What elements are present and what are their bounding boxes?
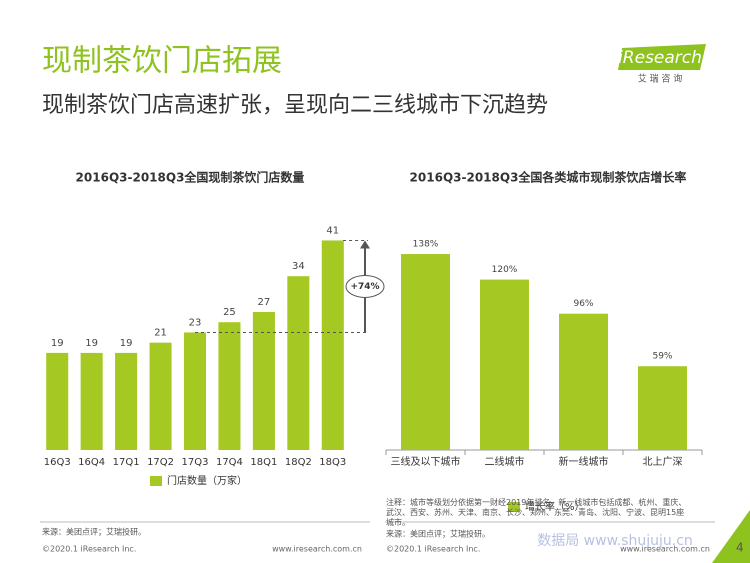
page-number: 4 [736, 541, 744, 555]
legend-swatch [150, 476, 162, 486]
value-label: 59% [652, 352, 672, 362]
x-tick-label: 北上广深 [643, 456, 683, 468]
chart-title: 2016Q3-2018Q3全国各类城市现制茶饮店增长率 [410, 170, 687, 185]
url: www.iresearch.com.cn [620, 545, 710, 554]
source: 来源：美团点评；艾瑞投研。 [386, 529, 490, 539]
chart-title: 2016Q3-2018Q3全国现制茶饮门店数量 [76, 170, 305, 185]
bar [115, 352, 138, 450]
value-label: 34 [292, 261, 305, 272]
legend-label: 门店数量（万家） [167, 474, 247, 487]
value-label: 19 [51, 338, 64, 349]
bar [80, 352, 103, 450]
value-label: 120% [492, 265, 518, 275]
bar [149, 342, 172, 450]
value-label: 23 [189, 317, 202, 328]
bar [46, 352, 69, 450]
x-tick-label: 16Q3 [44, 457, 71, 468]
bar [218, 322, 241, 450]
bar [480, 279, 529, 450]
x-tick-label: 新一线城市 [559, 455, 609, 468]
slide-title: 现制茶饮门店拓展 [42, 44, 282, 79]
annotation: +74% [350, 282, 379, 292]
value-label: 41 [326, 225, 339, 236]
x-tick-label: 16Q4 [78, 457, 105, 468]
bar [183, 332, 207, 450]
corner [712, 510, 750, 563]
source: 来源：美团点评；艾瑞投研。 [42, 527, 146, 537]
legend-label: 增长率（%） [525, 500, 585, 513]
bar [638, 366, 687, 450]
bar [252, 312, 275, 450]
value-label: 25 [223, 307, 236, 318]
x-tick-label: 17Q1 [113, 457, 140, 468]
x-tick-label: 17Q4 [216, 457, 243, 468]
value-label: 21 [154, 328, 167, 339]
bar [321, 240, 344, 450]
note: 注释：城市等级划分依据第一财经2019年排名，新一线城市包括成都、杭州、重庆、武… [386, 498, 687, 527]
arrow-head [360, 240, 370, 249]
x-tick-label: 三线及以下城市 [391, 455, 461, 468]
bar [401, 254, 450, 450]
value-label: 96% [573, 299, 593, 309]
x-tick-label: 18Q1 [250, 457, 277, 468]
bar [559, 313, 608, 450]
x-tick-label: 17Q2 [147, 457, 174, 468]
annotation-bubble [345, 274, 385, 298]
bar [287, 276, 310, 450]
x-tick-label: 18Q2 [285, 457, 312, 468]
value-label: 19 [120, 338, 133, 349]
x-tick-label: 17Q3 [182, 457, 209, 468]
value-label: 27 [258, 297, 271, 308]
logo-bg [618, 44, 706, 70]
url: www.iresearch.com.cn [272, 545, 362, 554]
value-label: 138% [413, 240, 439, 250]
copyright: ©2020.1 iResearch Inc. [42, 545, 136, 554]
x-tick-label: 二线城市 [485, 455, 525, 468]
logo-sub: 艾 瑞 咨 询 [638, 73, 683, 85]
x-tick-label: 18Q3 [319, 457, 346, 468]
copyright: ©2020.1 iResearch Inc. [386, 545, 480, 554]
logo: iResearch [618, 48, 702, 68]
slide-subtitle: 现制茶饮门店高速扩张，呈现向二三线城市下沉趋势 [42, 93, 548, 118]
legend-swatch [508, 502, 520, 512]
watermark: 数据局 www.shujuju.cn [537, 533, 693, 549]
value-label: 19 [85, 338, 98, 349]
